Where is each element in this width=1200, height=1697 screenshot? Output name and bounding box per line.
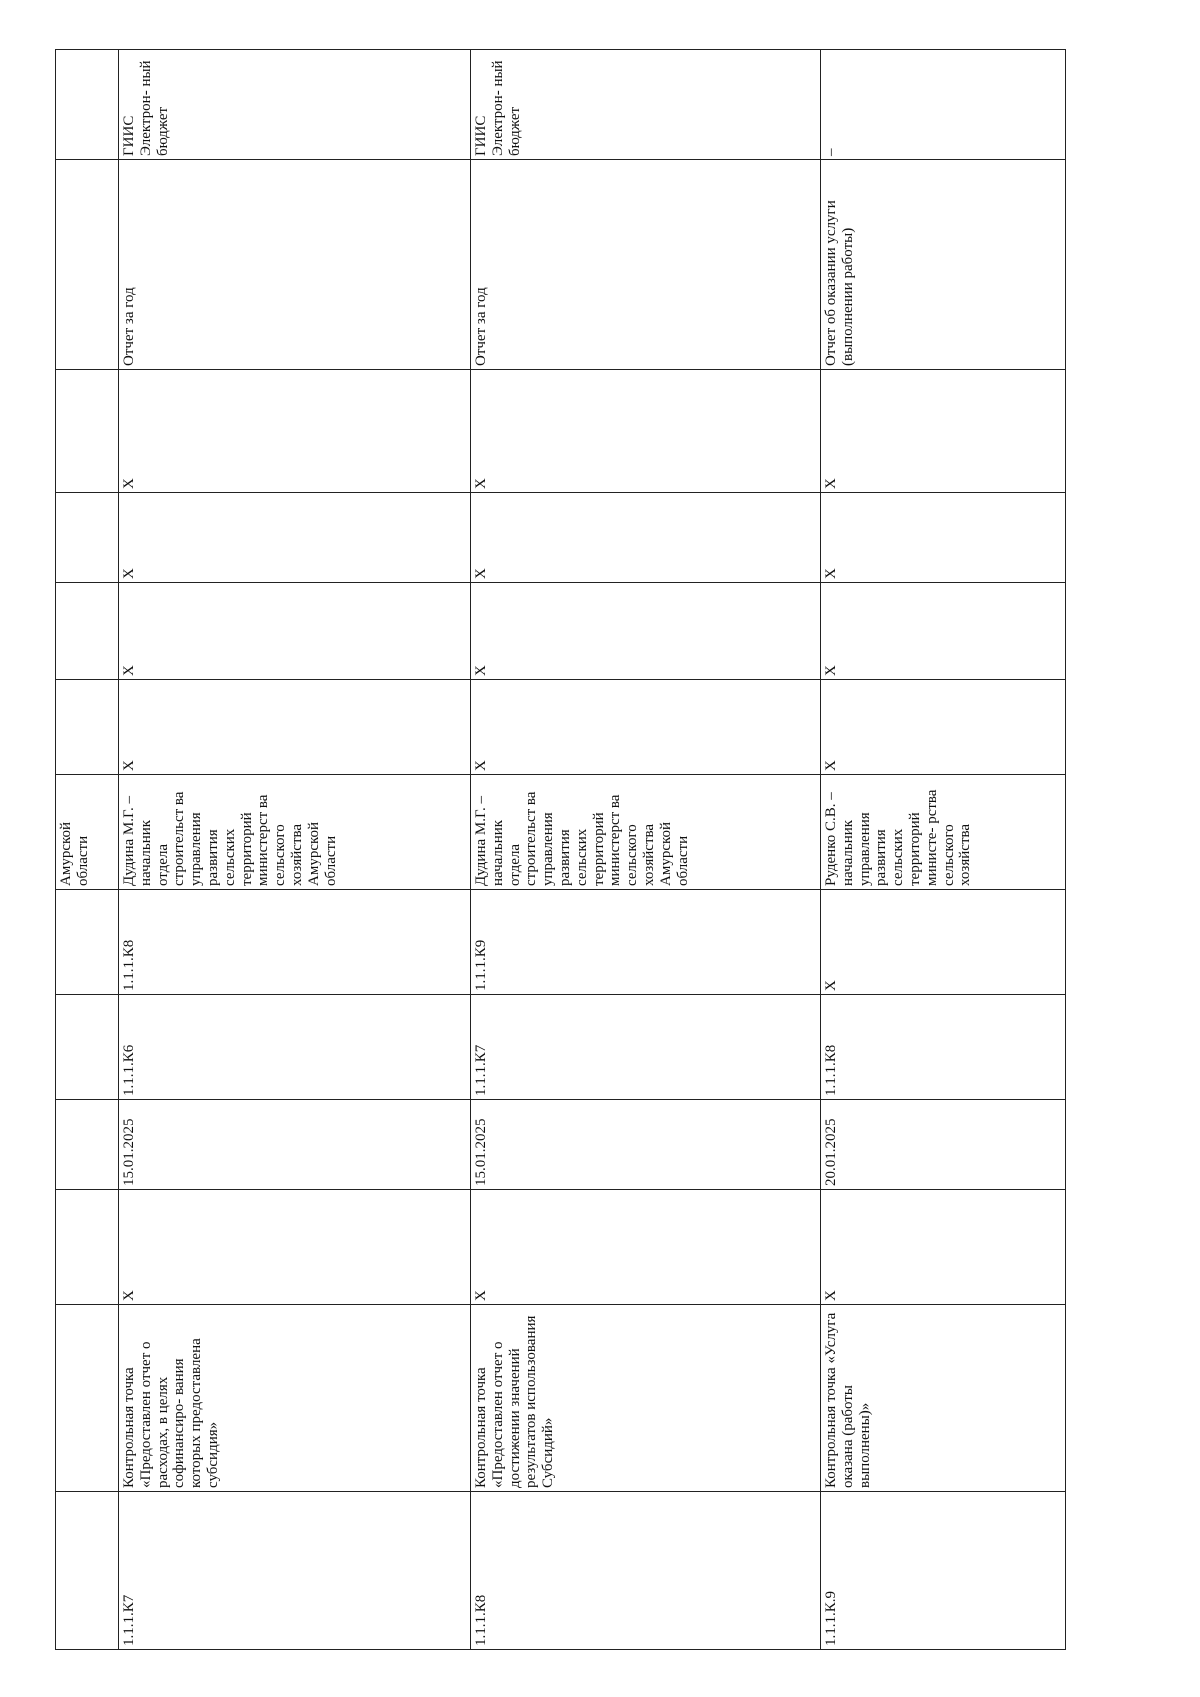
table-cell (55, 679, 119, 775)
table-cell: X (820, 889, 1066, 995)
table-cell: 20.01.2025 (820, 1099, 1066, 1190)
table-cell: Контрольная точка «Услуга оказана (работ… (820, 1304, 1066, 1492)
table-cell: 1.1.1.К8 (470, 1491, 821, 1650)
table-cell: 1.1.1.К7 (118, 1491, 471, 1650)
table-cell: X (820, 679, 1066, 775)
table-cell (55, 492, 119, 583)
table-cell (55, 1099, 119, 1190)
table-row: 1.1.1.К7 Контрольная точка «Предоставлен … (118, 49, 471, 1650)
table-cell (55, 1189, 119, 1305)
table-cell: 1.1.1.К9 (470, 889, 821, 995)
table-cell: – (820, 49, 1066, 160)
table-cell: Отчет об оказании услуги (выполнении раб… (820, 159, 1066, 370)
table-cell: X (820, 582, 1066, 680)
table-cell: ГИИС Электрон- ный бюджет (118, 49, 471, 160)
table-cell: ГИИС Электрон- ный бюджет (470, 49, 821, 160)
table-cell (55, 49, 119, 160)
table-row: Амурской области (55, 49, 119, 1650)
table-cell: Отчет за год (118, 159, 471, 370)
table-row: 1.1.1.К.9 Контрольная точка «Услуга оказа… (820, 49, 1066, 1650)
table-cell: 1.1.1.К.9 (820, 1491, 1066, 1650)
table-cell: Отчет за год (470, 159, 821, 370)
table-cell: X (118, 492, 471, 583)
table-cell: X (470, 582, 821, 680)
table-cell: 1.1.1.К8 (118, 889, 471, 995)
rotated-table-wrap: Амурской области 1.1.1.К7 Контрольная точк… (55, 49, 1066, 1650)
table-cell: Амурской области (55, 774, 119, 890)
table-cell (55, 889, 119, 995)
table-cell: Руденко С.В. – начальник управления разв… (820, 774, 1066, 890)
table-cell: Дудина М.Г. – начальник отдела строитель… (118, 774, 471, 890)
table-cell: X (118, 369, 471, 493)
table-cell: Дудина М.Г. – начальник отдела строитель… (470, 774, 821, 890)
table: Амурской области 1.1.1.К7 Контрольная точк… (55, 49, 1066, 1650)
table-cell: X (118, 679, 471, 775)
table-cell: X (470, 492, 821, 583)
table-cell: X (820, 492, 1066, 583)
table-cell: 15.01.2025 (118, 1099, 471, 1190)
table-cell: 1.1.1.К8 (820, 994, 1066, 1100)
table-cell: Контрольная точка «Предоставлен отчет о … (470, 1304, 821, 1492)
table-cell: X (118, 582, 471, 680)
table-cell: 1.1.1.К6 (118, 994, 471, 1100)
table-cell: 15.01.2025 (470, 1099, 821, 1190)
table-cell (55, 994, 119, 1100)
table-cell: X (470, 369, 821, 493)
table-cell: 1.1.1.К7 (470, 994, 821, 1100)
table-cell: X (820, 369, 1066, 493)
table-cell: X (820, 1189, 1066, 1305)
table-row: 1.1.1.К8 Контрольная точка «Предоставлен … (470, 49, 821, 1650)
table-cell (55, 582, 119, 680)
table-cell (55, 159, 119, 370)
table-cell: Контрольная точка «Предоставлен отчет о … (118, 1304, 471, 1492)
table-cell: X (470, 1189, 821, 1305)
table-cell (55, 1304, 119, 1492)
table-cell: X (470, 679, 821, 775)
table-cell (55, 369, 119, 493)
table-cell: X (118, 1189, 471, 1305)
table-cell (55, 1491, 119, 1650)
